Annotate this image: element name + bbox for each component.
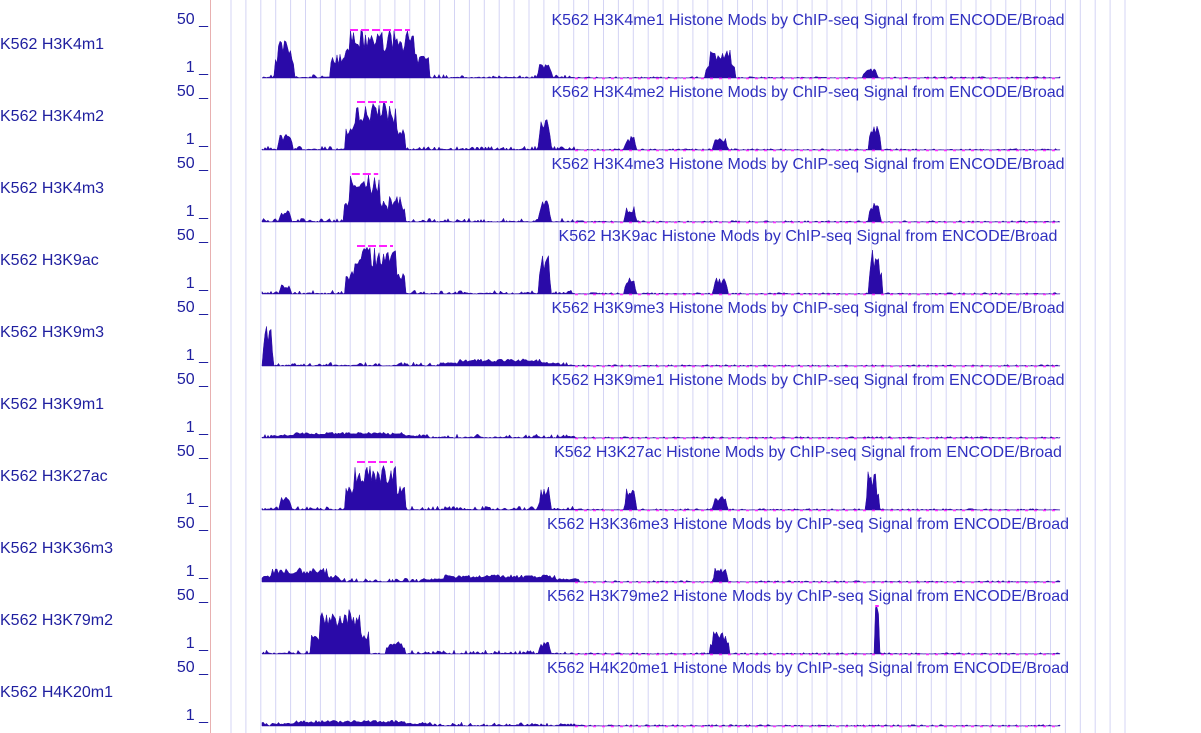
scale-max: 50 _ <box>177 11 209 28</box>
signal <box>261 101 1061 151</box>
scale-max: 50 _ <box>177 371 209 388</box>
scale-min: 1 _ <box>186 203 209 220</box>
scale-max: 50 _ <box>177 299 209 316</box>
signal <box>261 246 1061 295</box>
scale-min: 1 _ <box>186 419 209 436</box>
track-label: K562 H3K4m1 <box>0 36 104 53</box>
scale-max: 50 _ <box>177 443 209 460</box>
track-label: K562 H3K9m1 <box>0 396 104 413</box>
track-label: K562 H3K4m2 <box>0 108 104 125</box>
track-title: K562 H3K79me2 Histone Mods by ChIP-seq S… <box>547 588 1069 605</box>
scale-max: 50 _ <box>177 659 209 676</box>
track-title: K562 H3K9me3 Histone Mods by ChIP-seq Si… <box>551 300 1064 317</box>
track-title: K562 H3K4me2 Histone Mods by ChIP-seq Si… <box>551 84 1064 101</box>
track-label: K562 H3K9ac <box>0 252 99 269</box>
signal <box>261 431 1061 439</box>
track-title: K562 H3K4me3 Histone Mods by ChIP-seq Si… <box>551 156 1064 173</box>
scale-min: 1 _ <box>186 275 209 292</box>
scale-max: 50 _ <box>177 155 209 172</box>
signal <box>261 464 1061 511</box>
scale-min: 1 _ <box>186 131 209 148</box>
scale-min: 1 _ <box>186 707 209 724</box>
scale-min: 1 _ <box>186 59 209 76</box>
track-title: K562 H4K20me1 Histone Mods by ChIP-seq S… <box>547 660 1069 677</box>
track-title: K562 H3K36me3 Histone Mods by ChIP-seq S… <box>547 516 1069 533</box>
track-title: K562 H3K27ac Histone Mods by ChIP-seq Si… <box>554 444 1062 461</box>
signal <box>261 326 1061 367</box>
signal <box>261 174 1061 223</box>
track-label: K562 H4K20m1 <box>0 684 113 701</box>
scale-max: 50 _ <box>177 227 209 244</box>
scale-max: 50 _ <box>177 515 209 532</box>
scale-min: 1 _ <box>186 563 209 580</box>
track-label: K562 H3K79m2 <box>0 612 113 629</box>
track-label: K562 H3K4m3 <box>0 180 104 197</box>
scale-max: 50 _ <box>177 83 209 100</box>
signal <box>261 606 1061 655</box>
track-title: K562 H3K4me1 Histone Mods by ChIP-seq Si… <box>551 12 1064 29</box>
scale-min: 1 _ <box>186 347 209 364</box>
track-title: K562 H3K9ac Histone Mods by ChIP-seq Sig… <box>559 228 1058 245</box>
track-label: K562 H3K27ac <box>0 468 108 485</box>
track-title: K562 H3K9me1 Histone Mods by ChIP-seq Si… <box>551 372 1064 389</box>
scale-min: 1 _ <box>186 491 209 508</box>
track-label: K562 H3K9m3 <box>0 324 104 341</box>
signal <box>261 567 1061 583</box>
signal <box>261 719 1061 727</box>
scale-min: 1 _ <box>186 635 209 652</box>
scale-max: 50 _ <box>177 587 209 604</box>
track-label: K562 H3K36m3 <box>0 540 113 557</box>
signal <box>261 29 1061 79</box>
